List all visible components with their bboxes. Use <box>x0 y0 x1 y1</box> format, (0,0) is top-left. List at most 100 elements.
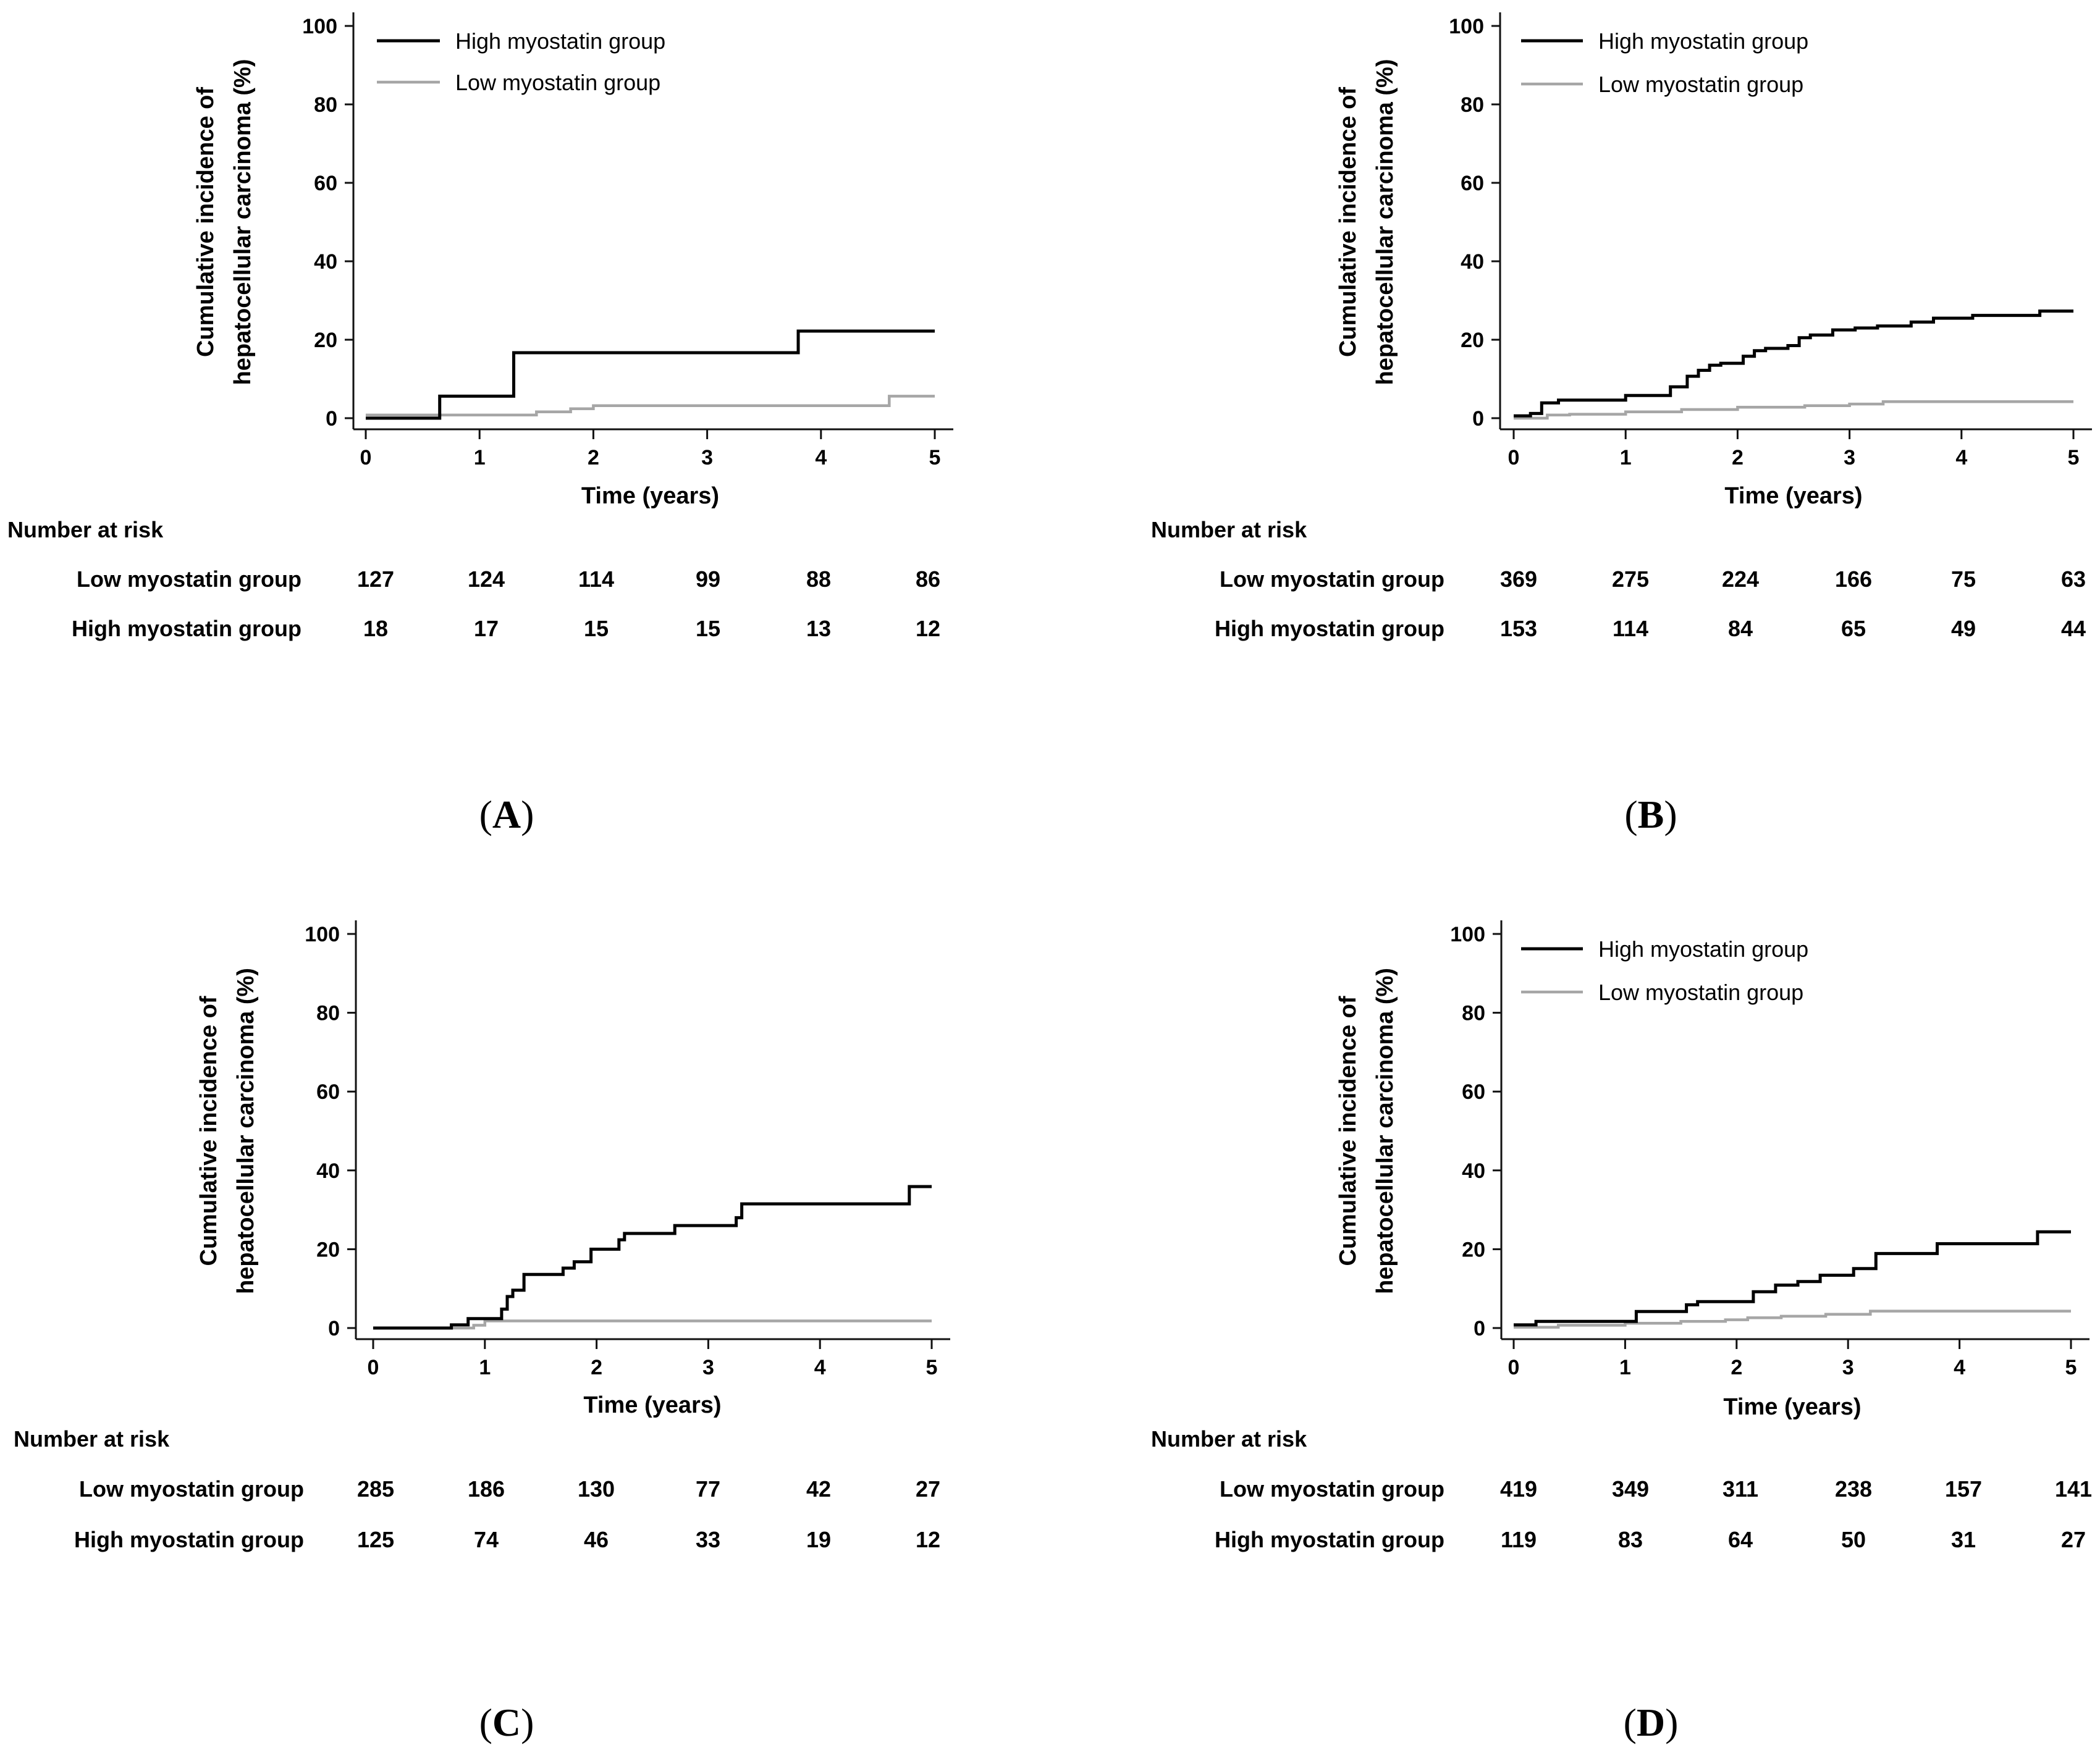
low-myostatin-curve <box>1514 400 2073 420</box>
low-myostatin-curve <box>1514 1309 2071 1329</box>
x-tick-label: 5 <box>926 1356 938 1379</box>
x-tick-label: 2 <box>1732 446 1744 469</box>
x-tick-label: 2 <box>591 1356 602 1379</box>
risk-cell: 153 <box>1500 616 1537 641</box>
risk-cell: 50 <box>1841 1527 1866 1552</box>
panel-label: (D) <box>1624 1700 1679 1744</box>
panel-label: (B) <box>1624 792 1677 836</box>
y-tick-label: 0 <box>328 1317 340 1340</box>
y-tick-label: 0 <box>1472 407 1484 431</box>
risk-cell: 311 <box>1723 1476 1758 1502</box>
risk-cell: 27 <box>916 1476 940 1502</box>
risk-cell: 127 <box>357 566 394 592</box>
y-axis-title-line2: hepatocellular carcinoma (%) <box>230 59 256 385</box>
y-tick-label: 20 <box>1462 1238 1485 1261</box>
y-tick-label: 100 <box>305 923 340 946</box>
y-axis-title-line1: Cumulative incidence of <box>193 87 219 357</box>
y-axis-title-line1: Cumulative incidence of <box>1335 87 1361 357</box>
y-tick-label: 80 <box>1461 93 1484 117</box>
risk-cell: 238 <box>1835 1476 1872 1502</box>
y-tick-label: 80 <box>1462 1002 1485 1025</box>
y-tick-label: 100 <box>302 15 337 38</box>
risk-cell: 114 <box>578 566 614 592</box>
panel-d: 0 20 40 60 80 100 0 1 2 3 4 5 Time (years) Cumulative… <box>1151 920 2092 1744</box>
legend: High myostatin group Low myostatin group <box>1521 28 1808 97</box>
x-tick-label: 3 <box>701 446 713 469</box>
risk-row-label: High myostatin group <box>72 616 302 641</box>
y-axis-title-line1: Cumulative incidence of <box>1335 996 1361 1266</box>
risk-cell: 419 <box>1500 1476 1537 1502</box>
risk-cell: 17 <box>474 616 499 641</box>
risk-cell: 349 <box>1612 1476 1649 1502</box>
risk-table-title: Number at risk <box>7 517 164 542</box>
risk-cell: 19 <box>806 1527 831 1552</box>
y-tick-label: 40 <box>1462 1159 1485 1183</box>
x-tick-label: 5 <box>2065 1356 2077 1379</box>
legend: High myostatin group Low myostatin group <box>377 28 665 95</box>
risk-cell: 141 <box>2055 1476 2092 1502</box>
risk-row-label: Low myostatin group <box>1220 566 1444 592</box>
y-axis-title-line2: hepatocellular carcinoma (%) <box>1372 968 1398 1294</box>
risk-cell: 166 <box>1835 566 1872 592</box>
risk-cell: 114 <box>1613 616 1648 641</box>
x-tick-label: 0 <box>1508 446 1520 469</box>
risk-cell: 275 <box>1612 566 1649 592</box>
y-tick-label: 0 <box>1474 1317 1485 1340</box>
x-tick-label: 0 <box>360 446 372 469</box>
risk-table: Number at risk Low myostatin group 127 124 1… <box>7 517 940 641</box>
risk-cell: 124 <box>468 566 505 592</box>
x-tick-label: 0 <box>1508 1356 1520 1379</box>
x-tick-label: 1 <box>1619 1356 1631 1379</box>
y-tick-label: 40 <box>1461 250 1484 274</box>
y-tick-label: 20 <box>1461 329 1484 352</box>
x-tick-label: 4 <box>1954 1356 1965 1379</box>
risk-cell: 224 <box>1722 566 1759 592</box>
y-tick-label: 80 <box>314 93 337 117</box>
panel-label: (A) <box>479 792 534 836</box>
risk-table: Number at risk Low myostatin group 369 275 2… <box>1151 517 2086 641</box>
risk-row-label: Low myostatin group <box>77 566 302 592</box>
y-tick-label: 40 <box>316 1159 340 1183</box>
x-tick-label: 4 <box>815 446 827 469</box>
x-tick-label: 4 <box>814 1356 826 1379</box>
risk-row-label: Low myostatin group <box>1220 1476 1444 1502</box>
x-tick-label: 4 <box>1955 446 1967 469</box>
risk-table-title: Number at risk <box>1151 517 1307 542</box>
risk-cell: 64 <box>1728 1527 1753 1552</box>
high-myostatin-curve <box>1514 1230 2071 1327</box>
risk-cell: 18 <box>363 616 388 641</box>
risk-cell: 63 <box>2061 566 2086 592</box>
y-tick-label: 100 <box>1450 923 1485 946</box>
y-tick-label: 60 <box>1462 1080 1485 1104</box>
legend-high-label: High myostatin group <box>1598 936 1808 962</box>
risk-cell: 88 <box>806 566 831 592</box>
risk-cell: 75 <box>1951 566 1976 592</box>
risk-cell: 33 <box>696 1527 720 1552</box>
risk-cell: 27 <box>2061 1527 2086 1552</box>
x-tick-label: 3 <box>702 1356 714 1379</box>
risk-row-label: High myostatin group <box>1215 616 1444 641</box>
risk-cell: 15 <box>696 616 720 641</box>
risk-cell: 125 <box>357 1527 394 1552</box>
low-myostatin-curve <box>366 395 935 417</box>
y-tick-label: 60 <box>1461 172 1484 195</box>
y-tick-label: 60 <box>316 1080 340 1104</box>
risk-table-title: Number at risk <box>14 1426 170 1452</box>
y-axis-title-line1: Cumulative incidence of <box>196 996 222 1266</box>
high-myostatin-curve <box>373 1185 932 1330</box>
risk-cell: 119 <box>1501 1527 1537 1552</box>
y-tick-label: 100 <box>1449 15 1484 38</box>
risk-cell: 15 <box>584 616 609 641</box>
x-tick-label: 5 <box>2068 446 2080 469</box>
risk-cell: 86 <box>916 566 940 592</box>
risk-cell: 285 <box>357 1476 394 1502</box>
risk-cell: 44 <box>2061 616 2086 641</box>
x-tick-label: 2 <box>1731 1356 1742 1379</box>
y-tick-label: 40 <box>314 250 337 274</box>
x-axis-title: Time (years) <box>583 1392 721 1418</box>
risk-table: Number at risk Low myostatin group 285 186 1… <box>14 1426 940 1552</box>
x-tick-label: 5 <box>929 446 941 469</box>
